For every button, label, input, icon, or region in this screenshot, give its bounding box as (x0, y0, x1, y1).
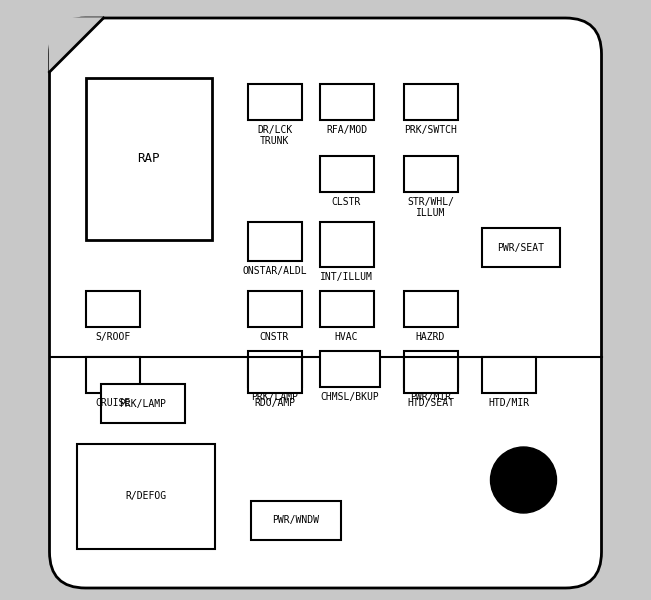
Bar (247, 357, 301, 393)
Text: RAP: RAP (137, 152, 159, 166)
Text: PWR/MIR: PWR/MIR (410, 392, 451, 402)
Text: S/ROOF: S/ROOF (95, 332, 130, 342)
Text: STR/WHL/
ILLUM: STR/WHL/ ILLUM (407, 197, 454, 218)
Text: PWR/WNDW: PWR/WNDW (272, 515, 319, 526)
Text: CHMSL/BKUP: CHMSL/BKUP (320, 392, 379, 402)
Polygon shape (49, 18, 104, 72)
Text: ONSTAR/ALDL: ONSTAR/ALDL (242, 266, 307, 276)
Bar (482, 228, 559, 267)
Bar (251, 501, 340, 540)
Bar (404, 357, 458, 393)
Bar (404, 84, 458, 120)
Bar (320, 291, 374, 327)
Text: CRUISE: CRUISE (95, 398, 130, 408)
Bar (404, 291, 458, 327)
Bar (404, 351, 458, 387)
Bar (482, 357, 536, 393)
Text: INT/ILLUM: INT/ILLUM (320, 272, 373, 282)
Text: DR/LCK
TRUNK: DR/LCK TRUNK (257, 125, 292, 146)
Text: CNSTR: CNSTR (260, 332, 289, 342)
Bar (85, 78, 212, 240)
Text: CLSTR: CLSTR (332, 197, 361, 207)
Bar (247, 351, 301, 387)
Text: RFA/MOD: RFA/MOD (326, 125, 367, 135)
Bar (247, 84, 301, 120)
Text: HTD/MIR: HTD/MIR (488, 398, 529, 408)
Text: PRK/SWTCH: PRK/SWTCH (404, 125, 457, 135)
Text: PRK/LAMP: PRK/LAMP (119, 398, 166, 409)
Text: HTD/SEAT: HTD/SEAT (407, 398, 454, 408)
Text: RDO/AMP: RDO/AMP (254, 398, 295, 408)
Bar (85, 291, 139, 327)
Circle shape (490, 447, 557, 513)
Text: HVAC: HVAC (335, 332, 358, 342)
Bar (77, 444, 214, 549)
Bar (320, 84, 374, 120)
Bar (404, 156, 458, 192)
Bar (100, 384, 184, 423)
FancyBboxPatch shape (49, 18, 602, 588)
Text: PRK/LAMP: PRK/LAMP (251, 392, 298, 402)
Bar (247, 222, 301, 261)
Text: HAZRD: HAZRD (416, 332, 445, 342)
Text: PWR/SEAT: PWR/SEAT (497, 242, 544, 253)
Bar (85, 357, 139, 393)
Bar (247, 291, 301, 327)
Bar (320, 351, 380, 387)
Bar (320, 222, 374, 267)
Bar (320, 156, 374, 192)
Text: R/DEFOG: R/DEFOG (125, 491, 166, 502)
